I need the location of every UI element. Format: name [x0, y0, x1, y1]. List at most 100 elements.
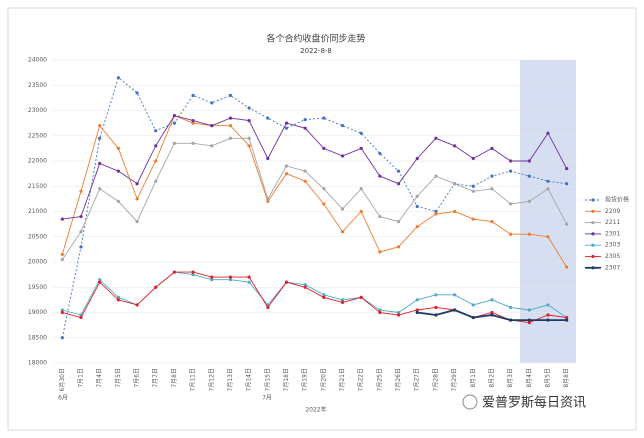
- legend-label: 2301: [605, 230, 620, 237]
- data-point: [98, 124, 102, 128]
- data-point: [378, 308, 382, 312]
- data-point: [116, 199, 120, 203]
- x-tick-label: 7月21日: [339, 368, 346, 391]
- data-point: [396, 245, 401, 249]
- data-point: [79, 245, 83, 249]
- data-point: [471, 217, 475, 221]
- data-point: [322, 146, 326, 150]
- x-tick-label: 7月11日: [190, 368, 197, 391]
- data-point: [340, 207, 345, 211]
- x-tick-label: 7月18日: [283, 368, 290, 391]
- x-tick-label: 8月1日: [470, 368, 477, 388]
- legend-label: 2305: [605, 253, 620, 260]
- series-line: [61, 115, 568, 268]
- x-tick-label: 8月4日: [526, 368, 533, 388]
- data-point: [191, 121, 195, 125]
- data-point: [116, 76, 120, 80]
- data-point: [135, 197, 139, 201]
- x-tick-label: 7月6日: [134, 368, 141, 388]
- x-tick-label: 7月26日: [395, 368, 402, 391]
- data-point: [79, 189, 83, 193]
- data-point: [60, 252, 64, 257]
- x-tick-label: 7月27日: [414, 368, 421, 391]
- x-tick-label: 7月14日: [246, 368, 253, 391]
- data-point: [60, 257, 64, 262]
- data-point: [452, 308, 457, 312]
- legend-marker: [591, 266, 595, 270]
- data-point: [359, 209, 363, 214]
- data-point: [135, 182, 139, 186]
- data-point: [452, 144, 457, 148]
- data-point: [378, 174, 382, 178]
- data-point: [415, 225, 419, 229]
- data-point: [191, 119, 195, 123]
- series-line: [61, 137, 568, 260]
- data-point: [434, 313, 438, 317]
- data-point: [210, 101, 214, 105]
- data-point: [116, 298, 120, 302]
- x-tick-label: 7月20日: [320, 368, 327, 391]
- legend-marker: [591, 254, 595, 259]
- data-point: [154, 179, 158, 183]
- data-point: [527, 308, 531, 312]
- data-point: [471, 315, 475, 320]
- x-group-label: 6月: [58, 395, 68, 402]
- data-point: [434, 174, 438, 178]
- data-point: [116, 146, 120, 150]
- x-tick-label: 7月12日: [208, 368, 215, 391]
- data-point: [527, 174, 531, 178]
- data-point: [98, 161, 102, 166]
- data-point: [490, 146, 494, 150]
- y-tick-label: 21000: [28, 208, 47, 215]
- watermark-icon: [462, 394, 478, 410]
- data-point: [284, 164, 289, 168]
- data-point: [60, 310, 64, 315]
- data-point: [135, 220, 139, 224]
- data-point: [303, 169, 307, 173]
- data-point: [247, 136, 251, 140]
- data-point: [266, 197, 270, 201]
- series-line: [61, 76, 567, 338]
- x-tick-label: 8月8日: [563, 368, 570, 388]
- data-point: [172, 141, 177, 145]
- data-point: [154, 144, 158, 148]
- data-point: [434, 293, 438, 297]
- data-point: [471, 189, 475, 193]
- data-point: [191, 93, 195, 97]
- data-point: [228, 275, 233, 279]
- data-point: [509, 169, 513, 173]
- y-tick-label: 18000: [28, 360, 47, 367]
- data-point: [490, 298, 494, 302]
- series-line: [62, 115, 568, 220]
- data-point: [266, 199, 270, 203]
- y-tick-label: 19500: [28, 284, 47, 291]
- data-point: [340, 154, 345, 158]
- x-tick-label: 7月1日: [78, 368, 85, 388]
- y-tick-label: 19000: [28, 309, 47, 316]
- data-point: [116, 295, 120, 299]
- data-point: [471, 156, 475, 161]
- data-point: [210, 278, 214, 282]
- data-point: [98, 136, 102, 140]
- data-point: [303, 285, 307, 289]
- x-tick-label: 7月15日: [264, 368, 271, 391]
- data-point: [191, 273, 195, 277]
- x-tick-label: 7月7日: [152, 368, 159, 388]
- y-tick-label: 23500: [28, 82, 47, 89]
- data-point: [79, 214, 83, 219]
- chart-subtitle: 2022-8-8: [300, 47, 332, 55]
- data-point: [509, 159, 513, 163]
- data-point: [396, 220, 401, 224]
- data-point: [247, 275, 251, 279]
- data-point: [490, 187, 494, 191]
- data-point: [228, 116, 233, 120]
- data-point: [434, 212, 438, 216]
- data-point: [266, 116, 270, 120]
- x-tick-label: 7月4日: [96, 368, 103, 388]
- x-axis-title: 2022年: [305, 406, 326, 414]
- legend-label: 2209: [605, 208, 620, 215]
- data-point: [527, 232, 531, 236]
- data-point: [172, 121, 177, 125]
- data-point: [378, 310, 382, 315]
- data-point: [527, 321, 531, 325]
